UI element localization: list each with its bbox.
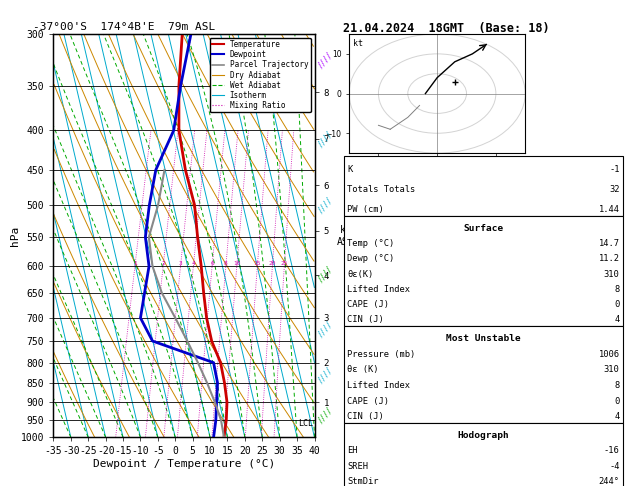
Text: SREH: SREH <box>347 462 368 470</box>
Text: CAPE (J): CAPE (J) <box>347 397 389 406</box>
Text: CIN (J): CIN (J) <box>347 412 384 421</box>
Text: 32: 32 <box>609 185 620 194</box>
Text: 310: 310 <box>604 365 620 374</box>
Text: Temp (°C): Temp (°C) <box>347 239 394 248</box>
Text: ////: //// <box>316 264 335 284</box>
Text: θε (K): θε (K) <box>347 365 379 374</box>
Text: Most Unstable: Most Unstable <box>446 334 521 343</box>
Text: 2: 2 <box>161 261 165 266</box>
Text: -4: -4 <box>609 462 620 470</box>
Text: 20: 20 <box>269 261 276 266</box>
Y-axis label: km
ASL: km ASL <box>337 225 354 246</box>
Text: 14.7: 14.7 <box>599 239 620 248</box>
X-axis label: Dewpoint / Temperature (°C): Dewpoint / Temperature (°C) <box>93 459 275 469</box>
Y-axis label: hPa: hPa <box>9 226 19 246</box>
Text: 4: 4 <box>191 261 195 266</box>
Text: 3: 3 <box>179 261 182 266</box>
Text: CAPE (J): CAPE (J) <box>347 300 389 309</box>
Text: Mixing Ratio (g/kg): Mixing Ratio (g/kg) <box>346 249 355 344</box>
Text: 0: 0 <box>615 300 620 309</box>
Text: 4: 4 <box>615 412 620 421</box>
Text: Surface: Surface <box>464 224 503 233</box>
Legend: Temperature, Dewpoint, Parcel Trajectory, Dry Adiabat, Wet Adiabat, Isotherm, Mi: Temperature, Dewpoint, Parcel Trajectory… <box>210 38 311 112</box>
Text: Lifted Index: Lifted Index <box>347 285 410 294</box>
Text: ////: //// <box>316 195 335 215</box>
Text: © weatheronline.co.uk: © weatheronline.co.uk <box>344 472 457 481</box>
Text: 244°: 244° <box>599 477 620 486</box>
Text: 1.44: 1.44 <box>599 205 620 214</box>
Text: 8: 8 <box>224 261 228 266</box>
Text: 6: 6 <box>210 261 214 266</box>
Text: -37°00'S  174°4B'E  79m ASL: -37°00'S 174°4B'E 79m ASL <box>33 22 215 32</box>
Text: LCL: LCL <box>298 419 313 428</box>
Text: -1: -1 <box>609 165 620 174</box>
Text: Pressure (mb): Pressure (mb) <box>347 349 416 359</box>
Text: EH: EH <box>347 446 358 455</box>
Text: K: K <box>347 165 352 174</box>
Text: StmDir: StmDir <box>347 477 379 486</box>
Text: θε(K): θε(K) <box>347 270 374 278</box>
Text: 15: 15 <box>253 261 261 266</box>
Text: Hodograph: Hodograph <box>457 431 509 440</box>
Text: 10: 10 <box>233 261 240 266</box>
Text: -16: -16 <box>604 446 620 455</box>
Text: 8: 8 <box>615 381 620 390</box>
Text: 1: 1 <box>133 261 136 266</box>
Text: Dewp (°C): Dewp (°C) <box>347 254 394 263</box>
Text: 1006: 1006 <box>599 349 620 359</box>
Text: 310: 310 <box>604 270 620 278</box>
Text: Totals Totals: Totals Totals <box>347 185 416 194</box>
Text: PW (cm): PW (cm) <box>347 205 384 214</box>
Text: 0: 0 <box>615 397 620 406</box>
Text: ////: //// <box>316 318 335 338</box>
Text: 11.2: 11.2 <box>599 254 620 263</box>
Text: CIN (J): CIN (J) <box>347 315 384 324</box>
Text: ////: //// <box>316 129 335 149</box>
Text: ////: //// <box>316 405 335 425</box>
Text: kt: kt <box>353 39 362 48</box>
Text: 25: 25 <box>281 261 288 266</box>
Text: 8: 8 <box>615 285 620 294</box>
Text: 21.04.2024  18GMT  (Base: 18): 21.04.2024 18GMT (Base: 18) <box>343 22 549 35</box>
Text: ////: //// <box>316 50 335 70</box>
Text: ////: //// <box>316 365 335 385</box>
Text: Lifted Index: Lifted Index <box>347 381 410 390</box>
Text: 4: 4 <box>615 315 620 324</box>
